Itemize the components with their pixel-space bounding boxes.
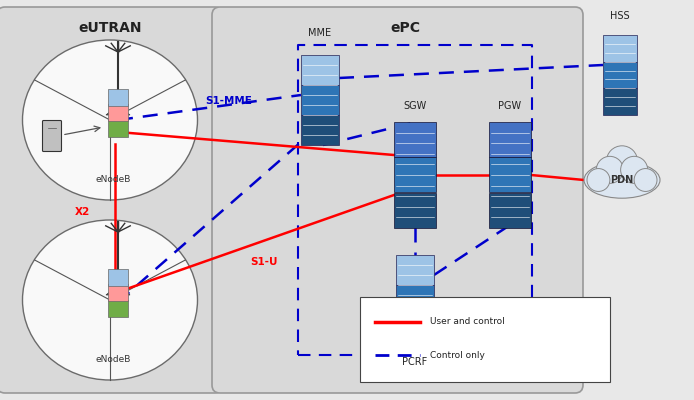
Polygon shape [106, 105, 130, 115]
Bar [396, 255, 434, 285]
Bar [603, 35, 637, 62]
Ellipse shape [22, 220, 198, 380]
Circle shape [607, 146, 638, 177]
Circle shape [620, 156, 648, 183]
Ellipse shape [584, 162, 660, 198]
Bar [396, 315, 434, 345]
Bar [108, 269, 128, 286]
Bar [108, 104, 128, 121]
Bar [360, 297, 610, 382]
Text: HSS: HSS [610, 11, 630, 21]
Bar [108, 284, 128, 301]
Bar [301, 85, 339, 115]
Polygon shape [106, 285, 130, 295]
Text: S1-MME: S1-MME [205, 96, 252, 106]
Bar [489, 158, 531, 192]
Text: PGW: PGW [498, 101, 522, 111]
Text: MME: MME [308, 28, 332, 38]
FancyBboxPatch shape [212, 7, 583, 393]
FancyBboxPatch shape [0, 7, 223, 393]
Text: User and control: User and control [430, 318, 505, 326]
Bar [301, 55, 339, 85]
Bar [603, 88, 637, 115]
Bar [108, 300, 128, 317]
Circle shape [596, 156, 623, 183]
Bar [396, 285, 434, 315]
Text: eUTRAN: eUTRAN [78, 21, 142, 35]
Text: eNodeB: eNodeB [95, 356, 130, 364]
Bar [603, 62, 637, 88]
Ellipse shape [22, 40, 198, 200]
Text: S1-U: S1-U [250, 257, 278, 267]
Text: ePC: ePC [390, 21, 420, 35]
Circle shape [634, 168, 657, 192]
Bar [394, 158, 436, 192]
Text: eNodeB: eNodeB [95, 176, 130, 184]
Text: PDN: PDN [611, 175, 634, 185]
Text: SGW: SGW [403, 101, 427, 111]
Text: PCRF: PCRF [403, 357, 428, 367]
Bar [301, 115, 339, 145]
Bar [108, 120, 128, 137]
Circle shape [587, 168, 610, 192]
FancyBboxPatch shape [42, 120, 62, 152]
Bar [394, 122, 436, 158]
Bar [489, 192, 531, 228]
Bar [394, 192, 436, 228]
Text: Control only: Control only [430, 350, 485, 360]
Bar [489, 122, 531, 158]
Bar [108, 89, 128, 106]
Text: X2: X2 [75, 207, 90, 217]
